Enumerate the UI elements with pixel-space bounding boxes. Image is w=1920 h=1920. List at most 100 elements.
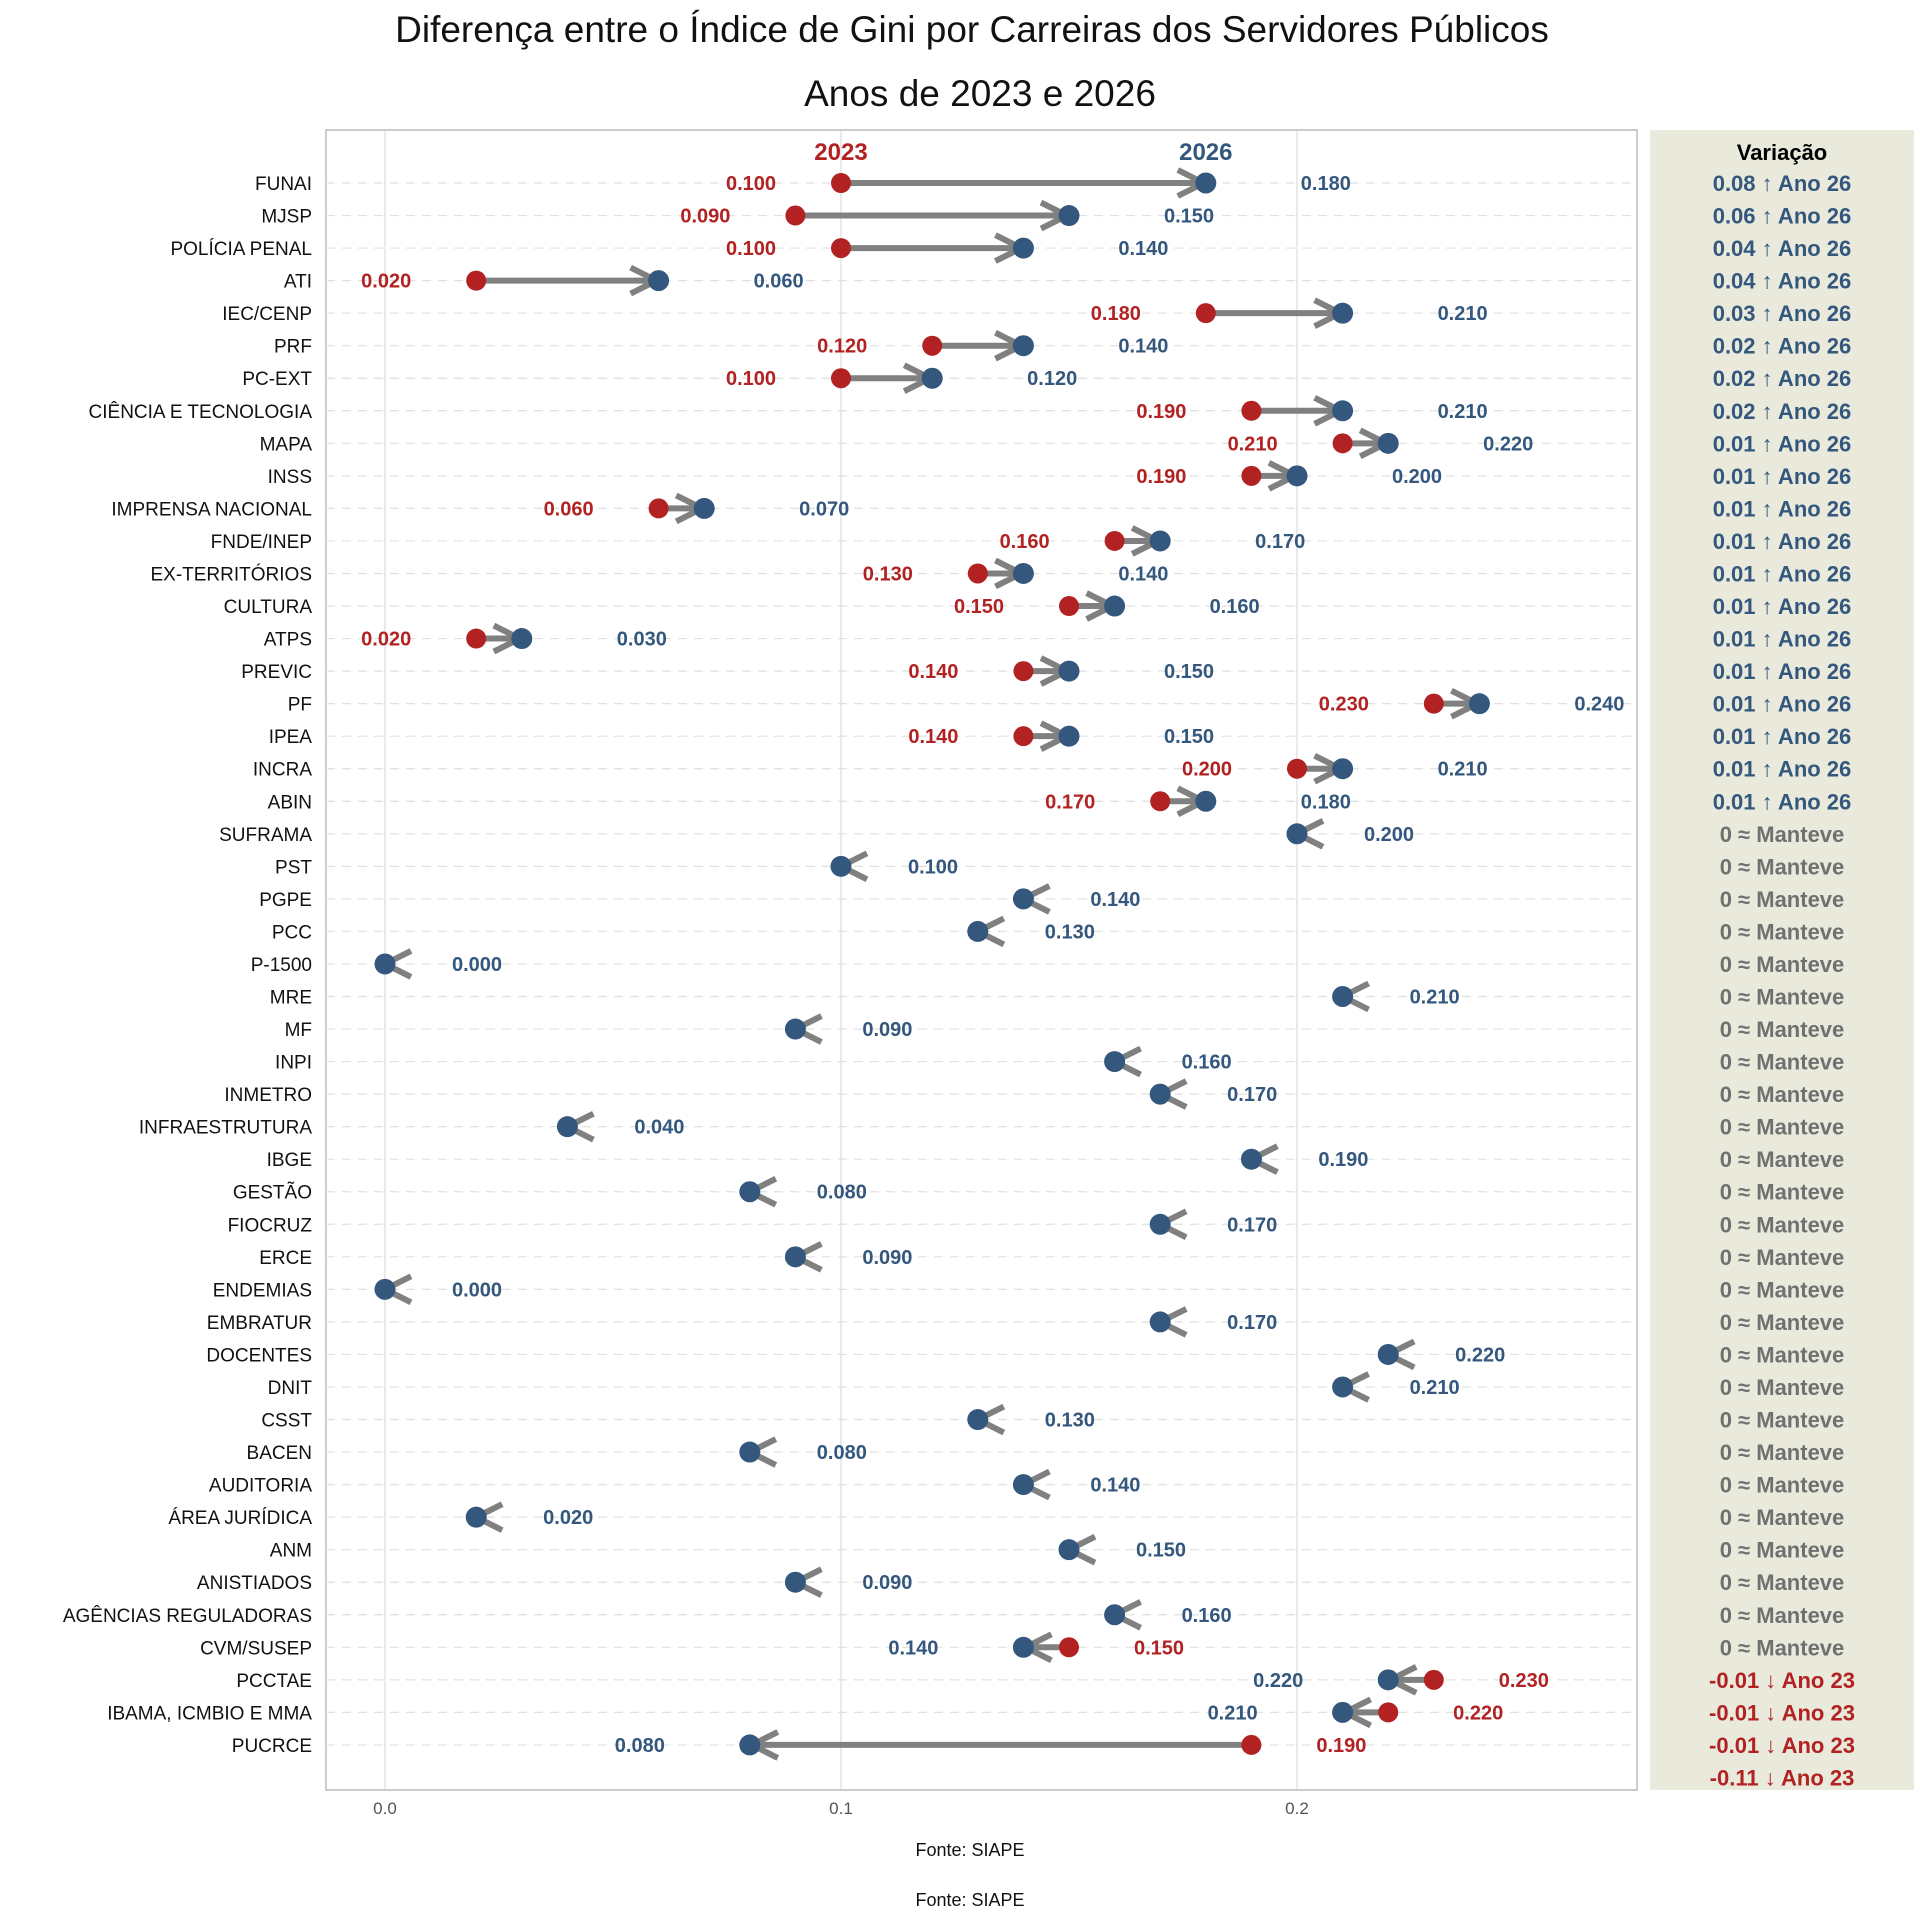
dumbbell-row: INPI 0.160	[275, 1045, 1637, 1078]
variation-label: 0 ≈ Manteve	[1720, 1180, 1845, 1205]
x-tick-label: 0.2	[1285, 1799, 1309, 1818]
category-label: ERCE	[259, 1248, 312, 1269]
point-2026	[1468, 693, 1490, 715]
point-2023	[1241, 465, 1262, 486]
value-label-2026: 0.150	[1164, 726, 1214, 748]
value-label-2026: 0.030	[617, 629, 667, 651]
value-label-2026: 0.020	[543, 1507, 593, 1529]
variation-label: 0.06 ↑ Ano 26	[1713, 204, 1852, 229]
chart-subtitle: Anos de 2023 e 2026	[804, 73, 1156, 114]
point-2023	[1378, 1702, 1399, 1723]
variation-label: 0 ≈ Manteve	[1720, 1408, 1845, 1433]
variation-label: 0 ≈ Manteve	[1720, 822, 1845, 847]
dumbbell-row: IEC/CENP 0.180 0.210	[222, 297, 1637, 329]
value-label-2026: 0.140	[1118, 238, 1168, 260]
category-label: IMPRENSA NACIONAL	[111, 499, 312, 520]
dumbbell-row: ATI 0.020 0.060	[284, 264, 1637, 297]
category-label: GESTÃO	[233, 1182, 312, 1204]
point-2026	[1012, 335, 1034, 357]
dumbbell-row: CVM/SUSEP 0.150 0.140	[200, 1631, 1637, 1663]
value-label-2023: 0.230	[1319, 694, 1369, 716]
category-label: PST	[275, 857, 312, 878]
category-label: AUDITORIA	[209, 1476, 312, 1497]
point-2026	[1377, 432, 1399, 454]
category-label: MJSP	[261, 207, 312, 228]
dumbbell-row: ANM 0.150	[270, 1533, 1637, 1566]
variation-label: 0.04 ↑ Ano 26	[1713, 236, 1852, 261]
rows-layer: FUNAI 0.100 0.180 MJSP 0.090 0.150 POLÍCIA PEN…	[63, 167, 1637, 1761]
value-label-2026: 0.040	[634, 1117, 684, 1139]
dumbbell-row: IBGE 0.190	[267, 1143, 1637, 1175]
dumbbell-row: IMPRENSA NACIONAL 0.060 0.070	[111, 492, 1637, 525]
value-label-2023: 0.190	[1316, 1735, 1366, 1757]
category-label: FNDE/INEP	[211, 532, 312, 553]
point-2026	[1195, 790, 1217, 812]
variation-label: 0 ≈ Manteve	[1720, 1115, 1845, 1140]
value-label-2023: 0.090	[680, 206, 730, 228]
category-label: ANM	[270, 1541, 312, 1562]
variation-label: -0.01 ↓ Ano 23	[1709, 1733, 1855, 1758]
category-label: IBGE	[267, 1150, 312, 1171]
value-label-2026: 0.210	[1438, 401, 1488, 423]
category-label: DOCENTES	[206, 1345, 312, 1366]
variation-label: 0 ≈ Manteve	[1720, 1212, 1845, 1237]
point-2026	[739, 1734, 761, 1756]
value-label-2026: 0.180	[1301, 791, 1351, 813]
point-2026	[1012, 237, 1034, 259]
value-label-2026: 0.060	[754, 271, 804, 293]
value-label-2023: 0.210	[1228, 433, 1278, 455]
dumbbell-row: ABIN 0.170 0.180	[268, 785, 1637, 817]
point-2026	[784, 1018, 806, 1040]
dumbbell-row: CULTURA 0.150 0.160	[224, 590, 1637, 622]
value-label-2026: 0.080	[817, 1182, 867, 1204]
value-label-2023: 0.150	[954, 596, 1004, 618]
value-label-2023: 0.100	[726, 368, 776, 390]
category-label: CVM/SUSEP	[200, 1638, 312, 1659]
variation-label: 0.02 ↑ Ano 26	[1713, 399, 1852, 424]
variation-header: Variação	[1737, 140, 1828, 165]
point-2026	[1104, 1604, 1126, 1626]
point-2026	[1332, 1701, 1354, 1723]
category-label: MAPA	[260, 434, 313, 455]
value-label-2026: 0.160	[1182, 1605, 1232, 1627]
category-label: PC-EXT	[242, 369, 312, 390]
dumbbell-row: IPEA 0.140 0.150	[269, 720, 1637, 752]
point-2026	[739, 1441, 761, 1463]
point-2026	[511, 628, 533, 650]
value-label-2026: 0.220	[1483, 433, 1533, 455]
dumbbell-row: PC-EXT 0.100 0.120	[242, 362, 1637, 394]
category-label: FIOCRUZ	[228, 1215, 313, 1236]
point-2023	[1195, 303, 1216, 324]
variation-label: 0 ≈ Manteve	[1720, 854, 1845, 879]
variation-label: 0.01 ↑ Ano 26	[1713, 496, 1852, 521]
variation-label: 0 ≈ Manteve	[1720, 952, 1845, 977]
value-label-2026: 0.210	[1438, 303, 1488, 325]
point-2023	[1332, 433, 1353, 454]
dumbbell-row: EX-TERRITÓRIOS 0.130 0.140	[150, 557, 1637, 590]
variation-label: 0.01 ↑ Ano 26	[1713, 757, 1852, 782]
variation-label: 0 ≈ Manteve	[1720, 1505, 1845, 1530]
point-2023	[1104, 530, 1125, 551]
variation-label: 0.03 ↑ Ano 26	[1713, 301, 1852, 326]
dumbbell-row: ANISTIADOS 0.090	[197, 1566, 1637, 1598]
point-2026	[1377, 1669, 1399, 1691]
legend-2026: 2026	[1179, 139, 1232, 166]
dumbbell-row: ERCE 0.090	[259, 1241, 1637, 1273]
value-label-2026: 0.140	[1118, 563, 1168, 585]
category-label: PF	[288, 695, 312, 716]
value-label-2026: 0.090	[862, 1247, 912, 1269]
value-label-2023: 0.190	[1136, 401, 1186, 423]
point-2026	[967, 1409, 989, 1431]
variation-label: 0 ≈ Manteve	[1720, 1440, 1845, 1465]
variation-label: 0.01 ↑ Ano 26	[1713, 692, 1852, 717]
variation-label: 0 ≈ Manteve	[1720, 1245, 1845, 1270]
category-label: MRE	[270, 988, 312, 1009]
value-label-2026: 0.180	[1301, 173, 1351, 195]
point-2026	[1377, 1343, 1399, 1365]
point-2023	[785, 205, 806, 226]
value-label-2026: 0.140	[1118, 336, 1168, 358]
dumbbell-row: INFRAESTRUTURA 0.040	[139, 1110, 1637, 1143]
value-label-2026: 0.210	[1208, 1702, 1258, 1724]
category-label: EX-TERRITÓRIOS	[150, 563, 312, 585]
dumbbell-row: PCCTAE 0.230 0.220	[236, 1664, 1637, 1696]
